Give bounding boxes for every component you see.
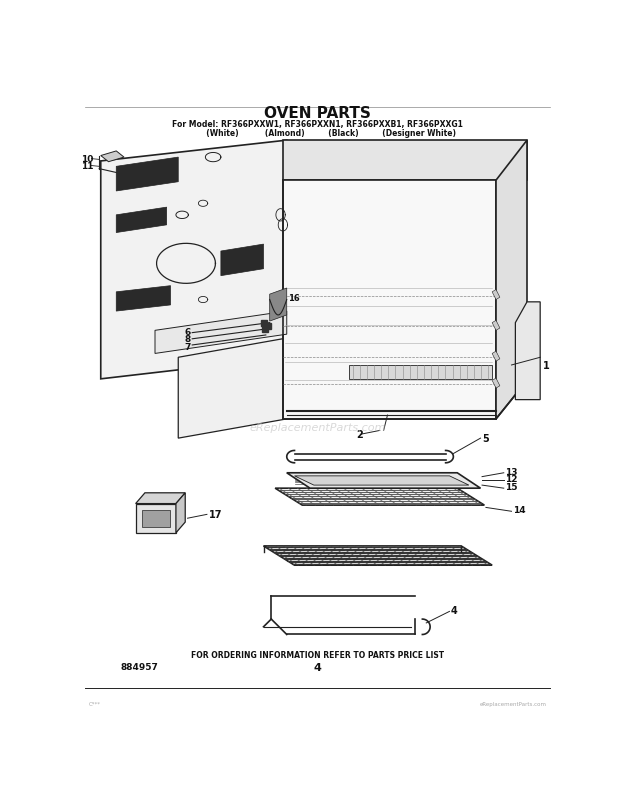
Polygon shape — [117, 287, 170, 312]
Text: 17: 17 — [208, 510, 222, 520]
Polygon shape — [283, 181, 496, 419]
Polygon shape — [100, 141, 286, 379]
Polygon shape — [492, 352, 500, 361]
Polygon shape — [117, 158, 179, 192]
Polygon shape — [283, 141, 527, 181]
Polygon shape — [176, 493, 185, 533]
Text: eReplacementParts.com: eReplacementParts.com — [479, 701, 546, 707]
Text: 16: 16 — [288, 293, 300, 303]
Polygon shape — [264, 546, 492, 565]
Text: 4: 4 — [314, 662, 322, 672]
Polygon shape — [155, 312, 286, 354]
Text: 12: 12 — [505, 475, 518, 484]
Polygon shape — [294, 476, 469, 486]
Text: FOR ORDERING INFORMATION REFER TO PARTS PRICE LIST: FOR ORDERING INFORMATION REFER TO PARTS … — [191, 650, 445, 659]
Text: 1: 1 — [542, 361, 549, 370]
Polygon shape — [515, 303, 540, 400]
Polygon shape — [492, 378, 500, 389]
Polygon shape — [348, 365, 492, 379]
Text: 14: 14 — [513, 506, 526, 515]
Text: For Model: RF366PXXW1, RF366PXXN1, RF366PXXB1, RF366PXXG1: For Model: RF366PXXW1, RF366PXXN1, RF366… — [172, 120, 463, 129]
Text: OVEN PARTS: OVEN PARTS — [264, 106, 371, 120]
Text: 10: 10 — [81, 155, 94, 164]
Polygon shape — [270, 288, 286, 322]
Polygon shape — [492, 321, 500, 331]
Text: (White)          (Almond)         (Black)         (Designer White): (White) (Almond) (Black) (Designer White… — [180, 128, 456, 138]
Polygon shape — [100, 152, 124, 162]
Polygon shape — [136, 493, 185, 504]
Text: 2: 2 — [356, 430, 363, 440]
Text: 884957: 884957 — [120, 662, 158, 671]
Polygon shape — [286, 473, 480, 488]
Text: 13: 13 — [505, 467, 518, 476]
Polygon shape — [179, 339, 286, 438]
Text: 8: 8 — [185, 335, 191, 344]
Text: 15: 15 — [505, 483, 518, 491]
Polygon shape — [221, 245, 264, 276]
Polygon shape — [117, 208, 167, 233]
Polygon shape — [142, 510, 170, 527]
Polygon shape — [492, 290, 500, 300]
Text: 11: 11 — [81, 162, 94, 171]
Text: C***: C*** — [89, 701, 101, 707]
Polygon shape — [136, 504, 176, 533]
Polygon shape — [496, 141, 527, 419]
Text: 5: 5 — [482, 434, 489, 443]
Text: 6: 6 — [185, 327, 191, 336]
Polygon shape — [275, 488, 484, 506]
Text: eReplacementParts.com: eReplacementParts.com — [250, 422, 386, 432]
Text: 4: 4 — [451, 605, 458, 615]
Text: 7: 7 — [185, 343, 191, 352]
